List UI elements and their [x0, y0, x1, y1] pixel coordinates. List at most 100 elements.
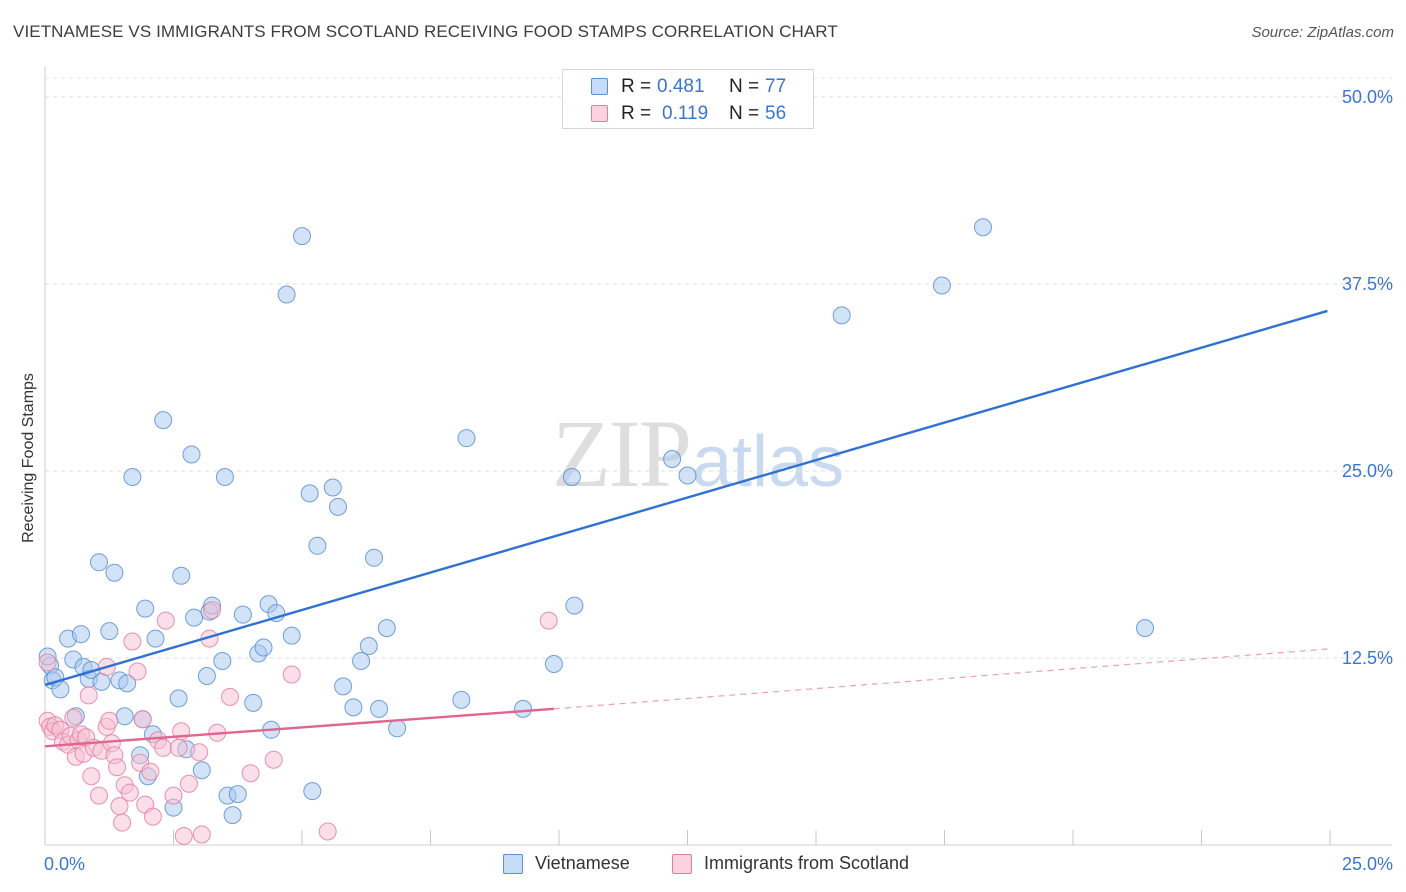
vietnamese-point	[544, 655, 563, 673]
vietnamese-point	[323, 478, 342, 497]
scotland-point	[108, 758, 126, 777]
vietnamese-point	[51, 680, 70, 699]
y-tick-label: 50.0%	[1342, 87, 1393, 107]
vietnamese-point	[308, 536, 327, 555]
x-tick-label: 0.0%	[44, 854, 85, 874]
scotland-point	[190, 743, 209, 762]
vietnamese-point	[562, 468, 581, 486]
scotland-point	[64, 708, 83, 727]
scotland-point	[141, 762, 160, 781]
vietnamese-point	[215, 468, 234, 486]
y-tick-label: 12.5%	[1342, 648, 1393, 668]
vietnamese-point	[1136, 619, 1154, 638]
vietnamese-point	[452, 690, 471, 709]
vietnamese-point	[254, 638, 273, 657]
vietnamese-point	[72, 625, 90, 644]
vietnamese-point	[105, 563, 124, 582]
vietnamese-swatch	[591, 78, 608, 95]
vietnamese-point	[223, 806, 242, 825]
scotland-point	[120, 783, 139, 802]
point-layer	[38, 218, 1154, 845]
n-value: 56	[765, 103, 787, 124]
scotland-legend-swatch	[672, 854, 692, 874]
vietnamese-legend-swatch	[503, 854, 523, 874]
y-tick-label: 25.0%	[1342, 461, 1393, 481]
scotland-point	[90, 786, 108, 805]
scotland-point	[221, 687, 239, 706]
vietnamese-point	[233, 605, 252, 624]
vietnamese-point	[154, 411, 173, 430]
scotland-point	[179, 774, 198, 793]
r-label: R =	[621, 76, 652, 97]
scotland-swatch	[591, 105, 608, 122]
scotland-point	[318, 822, 337, 841]
scotland-point	[123, 632, 142, 651]
scotland-trend-line	[44, 707, 554, 748]
grid-layer	[45, 77, 1392, 659]
vietnamese-point	[146, 629, 165, 648]
vietnamese-point	[118, 674, 137, 693]
vietnamese-point	[136, 599, 155, 618]
vietnamese-point	[192, 761, 211, 780]
scotland-point	[143, 807, 162, 826]
vietnamese-point	[213, 652, 232, 670]
vietnamese-point	[344, 698, 363, 717]
legend-label: Immigrants from Scotland	[704, 853, 910, 873]
n-value: 77	[765, 76, 787, 97]
vietnamese-point	[115, 707, 134, 726]
vietnamese-point	[678, 466, 697, 485]
vietnamese-point	[359, 637, 378, 655]
vietnamese-point	[293, 227, 311, 246]
y-tick-label: 37.5%	[1342, 274, 1393, 294]
vietnamese-point	[352, 652, 371, 670]
vietnamese-point	[457, 429, 476, 448]
n-label: N =	[729, 103, 760, 124]
trend-layer	[44, 309, 1328, 748]
vietnamese-point	[182, 445, 201, 464]
scotland-point	[79, 686, 98, 705]
vietnamese-point	[334, 677, 353, 696]
vietnamese-point	[303, 782, 322, 801]
scotland-point	[38, 653, 57, 672]
vietnamese-point	[90, 553, 108, 572]
scotland-point	[133, 710, 152, 729]
stats-row-vietnamese: R = 0.481 N = 77	[563, 73, 813, 101]
r-value: 0.119	[662, 103, 709, 124]
n-label: N =	[729, 76, 760, 97]
scotland-point	[174, 827, 193, 845]
vietnamese-point	[169, 689, 188, 708]
vietnamese-trend-line	[44, 309, 1328, 687]
scotland-trend-extension	[553, 648, 1328, 710]
stats-row-scotland: R = 0.119 N = 56	[563, 100, 813, 128]
r-value: 0.481	[657, 76, 705, 97]
r-label: R =	[621, 103, 652, 124]
vietnamese-point	[228, 785, 247, 804]
source-credit: Source: ZipAtlas.com	[1251, 24, 1394, 41]
vietnamese-point	[377, 619, 396, 638]
vietnamese-point	[329, 497, 347, 516]
vietnamese-point	[932, 276, 951, 295]
vietnamese-point	[565, 596, 584, 615]
vietnamese-point	[244, 693, 263, 712]
scotland-point	[241, 764, 260, 783]
vietnamese-point	[185, 608, 204, 627]
vietnamese-point	[370, 699, 389, 718]
scotland-point	[128, 662, 147, 681]
vietnamese-point	[832, 306, 851, 325]
stats-legend: R = 0.481 N = 77 R = 0.119 N = 56	[562, 69, 814, 129]
vietnamese-point	[300, 484, 319, 503]
vietnamese-point	[197, 667, 216, 685]
vietnamese-point	[514, 699, 532, 718]
scotland-point	[539, 611, 558, 630]
vietnamese-point	[172, 566, 191, 585]
legend-label: Vietnamese	[535, 853, 630, 873]
scotland-point	[100, 711, 119, 730]
scotland-point	[154, 738, 173, 757]
vietnamese-point	[388, 719, 407, 738]
watermark: ZIPatlas	[552, 398, 844, 509]
vietnamese-point	[123, 468, 142, 486]
scotland-point	[169, 738, 188, 757]
vietnamese-point	[663, 450, 682, 468]
scotland-point	[282, 665, 301, 684]
